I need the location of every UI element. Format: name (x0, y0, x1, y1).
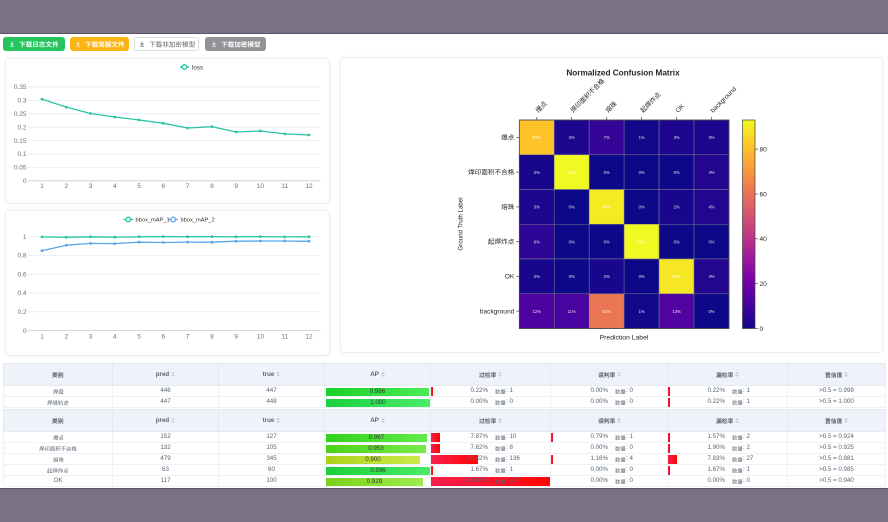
svg-text:4%: 4% (708, 274, 714, 279)
svg-text:40: 40 (760, 236, 768, 243)
svg-text:12: 12 (305, 183, 313, 190)
svg-text:3: 3 (89, 333, 93, 340)
svg-text:2%: 2% (534, 274, 540, 279)
svg-text:11: 11 (281, 333, 288, 340)
svg-text:80: 80 (760, 147, 768, 154)
svg-text:loss: loss (192, 64, 203, 71)
svg-text:4%: 4% (708, 170, 714, 175)
svg-text:6%: 6% (534, 239, 540, 244)
svg-text:1%: 1% (639, 135, 645, 140)
svg-text:1: 1 (40, 333, 44, 340)
svg-text:10: 10 (257, 183, 265, 190)
svg-text:93%: 93% (637, 239, 646, 244)
svg-text:1: 1 (40, 183, 44, 190)
svg-text:0.3: 0.3 (17, 98, 26, 105)
svg-text:Ground Truth Label: Ground Truth Label (458, 197, 465, 250)
svg-text:12: 12 (305, 333, 313, 340)
svg-text:0%: 0% (604, 170, 610, 175)
svg-text:0%: 0% (674, 170, 680, 175)
svg-text:2%: 2% (534, 170, 540, 175)
svg-text:0%: 0% (569, 205, 575, 210)
svg-text:2%: 2% (674, 205, 680, 210)
svg-text:0%: 0% (604, 239, 610, 244)
svg-text:0%: 0% (708, 239, 714, 244)
svg-text:13%: 13% (672, 309, 681, 314)
svg-text:10: 10 (257, 333, 265, 340)
svg-text:93%: 93% (568, 170, 577, 175)
svg-text:OK: OK (675, 102, 687, 114)
svg-text:3%: 3% (569, 135, 575, 140)
svg-text:0%: 0% (569, 274, 575, 279)
svg-text:0.6: 0.6 (17, 271, 26, 278)
svg-text:0: 0 (23, 328, 27, 335)
svg-text:Prediction Label: Prediction Label (600, 335, 649, 342)
svg-text:4: 4 (113, 333, 117, 340)
svg-text:0.4: 0.4 (17, 290, 26, 297)
svg-text:11%: 11% (568, 309, 576, 314)
svg-text:3%: 3% (674, 135, 680, 140)
svg-text:0: 0 (23, 178, 27, 185)
svg-text:5: 5 (137, 333, 141, 340)
svg-text:0.1: 0.1 (17, 151, 26, 158)
svg-text:0.2: 0.2 (17, 309, 26, 316)
svg-text:0.2: 0.2 (17, 124, 26, 131)
svg-text:0: 0 (760, 326, 764, 333)
svg-text:bbox_mAP_1: bbox_mAP_1 (136, 218, 170, 224)
svg-text:OK: OK (505, 274, 515, 281)
svg-text:0%: 0% (639, 170, 645, 175)
svg-text:3%: 3% (534, 205, 540, 210)
svg-text:7: 7 (186, 183, 190, 190)
svg-text:1: 1 (23, 234, 27, 241)
svg-text:89%: 89% (672, 274, 681, 279)
svg-text:2: 2 (64, 333, 68, 340)
svg-text:20: 20 (760, 281, 768, 288)
svg-text:9: 9 (234, 333, 238, 340)
svg-text:bbox_mAP_2: bbox_mAP_2 (181, 218, 215, 224)
svg-text:3%: 3% (708, 135, 714, 140)
svg-text:3: 3 (89, 183, 93, 190)
svg-text:61%: 61% (603, 309, 612, 314)
svg-text:0%: 0% (569, 239, 575, 244)
svg-text:90%: 90% (603, 205, 612, 210)
svg-text:Normalized Confusion Matrix: Normalized Confusion Matrix (566, 69, 680, 78)
svg-text:5: 5 (137, 183, 141, 190)
svg-text:0.05: 0.05 (14, 165, 27, 172)
svg-text:6: 6 (161, 183, 165, 190)
svg-text:0.15: 0.15 (14, 138, 27, 145)
svg-text:7: 7 (186, 333, 190, 340)
svg-text:0%: 0% (639, 205, 645, 210)
svg-text:0.8: 0.8 (17, 253, 26, 260)
svg-text:11: 11 (281, 183, 288, 190)
svg-text:60: 60 (760, 191, 768, 198)
svg-text:0.35: 0.35 (14, 84, 27, 91)
svg-text:0%: 0% (674, 239, 680, 244)
svg-text:background: background (480, 308, 515, 315)
svg-text:1%: 1% (639, 309, 645, 314)
svg-text:0%: 0% (708, 309, 714, 314)
svg-text:background: background (709, 86, 738, 115)
svg-text:4: 4 (113, 183, 117, 190)
svg-text:2: 2 (64, 183, 68, 190)
svg-text:7%: 7% (604, 135, 610, 140)
svg-text:6: 6 (161, 333, 165, 340)
svg-text:0.25: 0.25 (14, 111, 27, 118)
svg-text:81%: 81% (533, 135, 542, 140)
svg-text:0%: 0% (639, 274, 645, 279)
svg-text:2%: 2% (604, 274, 610, 279)
svg-text:12%: 12% (533, 309, 542, 314)
svg-text:8: 8 (210, 333, 214, 340)
svg-text:4%: 4% (708, 205, 714, 210)
svg-text:9: 9 (234, 183, 238, 190)
svg-text:8: 8 (210, 183, 214, 190)
